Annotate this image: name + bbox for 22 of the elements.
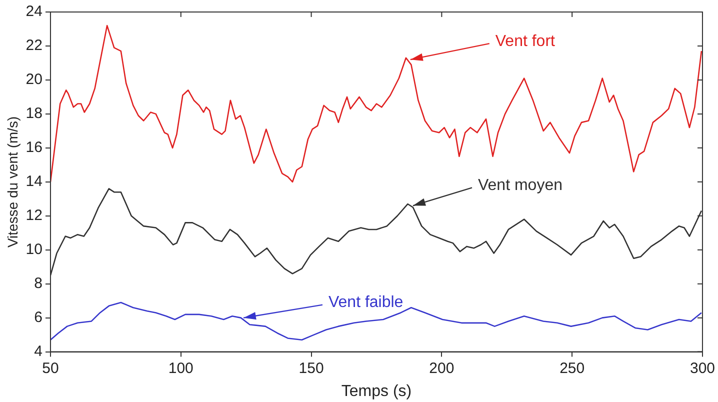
annotation: Vent moyen [478, 177, 562, 194]
y-tick-label: 14 [26, 173, 42, 190]
y-tick-label: 18 [26, 105, 42, 122]
x-tick-label: 50 [42, 360, 59, 377]
x-tick-label: 200 [429, 360, 454, 377]
y-tick-label: 6 [34, 308, 42, 326]
x-tick-label: 150 [298, 360, 324, 377]
y-tick-label: 16 [26, 139, 42, 156]
annotation: Vent fort [495, 32, 556, 50]
y-tick-label: 8 [34, 274, 42, 292]
y-tick-label: 10 [26, 241, 42, 258]
y-tick-label: 4 [34, 342, 42, 360]
y-axis-title: Vitesse du vent (m/s) [4, 116, 20, 248]
x-tick-label: 250 [560, 360, 585, 377]
x-tick-label: 100 [168, 360, 194, 377]
y-tick-label: 24 [26, 3, 42, 20]
y-tick-label: 20 [26, 71, 42, 88]
x-tick-label: 300 [690, 360, 715, 377]
x-axis-title: Temps (s) [341, 382, 412, 400]
y-tick-label: 22 [26, 37, 42, 54]
annotation: Vent faible [328, 294, 404, 312]
y-tick-label: 12 [26, 207, 42, 224]
